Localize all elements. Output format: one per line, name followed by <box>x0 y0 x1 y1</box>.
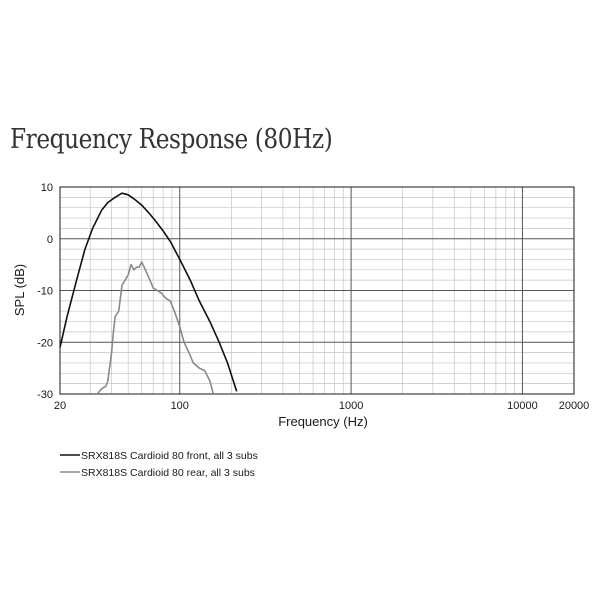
series-layer <box>59 192 238 395</box>
series-rear-line <box>96 261 215 395</box>
x-tick-label: 100 <box>171 400 189 412</box>
y-tick-label: -20 <box>37 337 53 349</box>
y-tick-label: -10 <box>37 286 53 298</box>
y-tick-labels: 10 0 -10 -20 -30 <box>37 182 53 401</box>
x-tick-label: 20000 <box>559 400 590 412</box>
x-tick-label: 1000 <box>339 400 363 412</box>
series-front-line <box>59 192 238 392</box>
x-axis-label: Frequency (Hz) <box>278 414 368 429</box>
y-tick-label: 0 <box>47 234 53 246</box>
legend: SRX818S Cardioid 80 front, all 3 subs SRX… <box>60 450 258 479</box>
x-tick-label: 10000 <box>507 400 538 412</box>
plot-frame <box>59 186 575 395</box>
y-axis-label: SPL (dB) <box>12 264 27 316</box>
y-tick-label: 10 <box>41 182 53 194</box>
legend-label: SRX818S Cardioid 80 rear, all 3 subs <box>81 467 255 479</box>
major-grid <box>60 187 574 394</box>
chart-title: Frequency Response (80Hz) <box>10 124 333 155</box>
x-tick-labels: 20 100 1000 10000 20000 <box>54 400 589 412</box>
x-tick-label: 20 <box>54 400 66 412</box>
legend-label: SRX818S Cardioid 80 front, all 3 subs <box>81 450 258 462</box>
y-tick-label: -30 <box>37 389 53 401</box>
